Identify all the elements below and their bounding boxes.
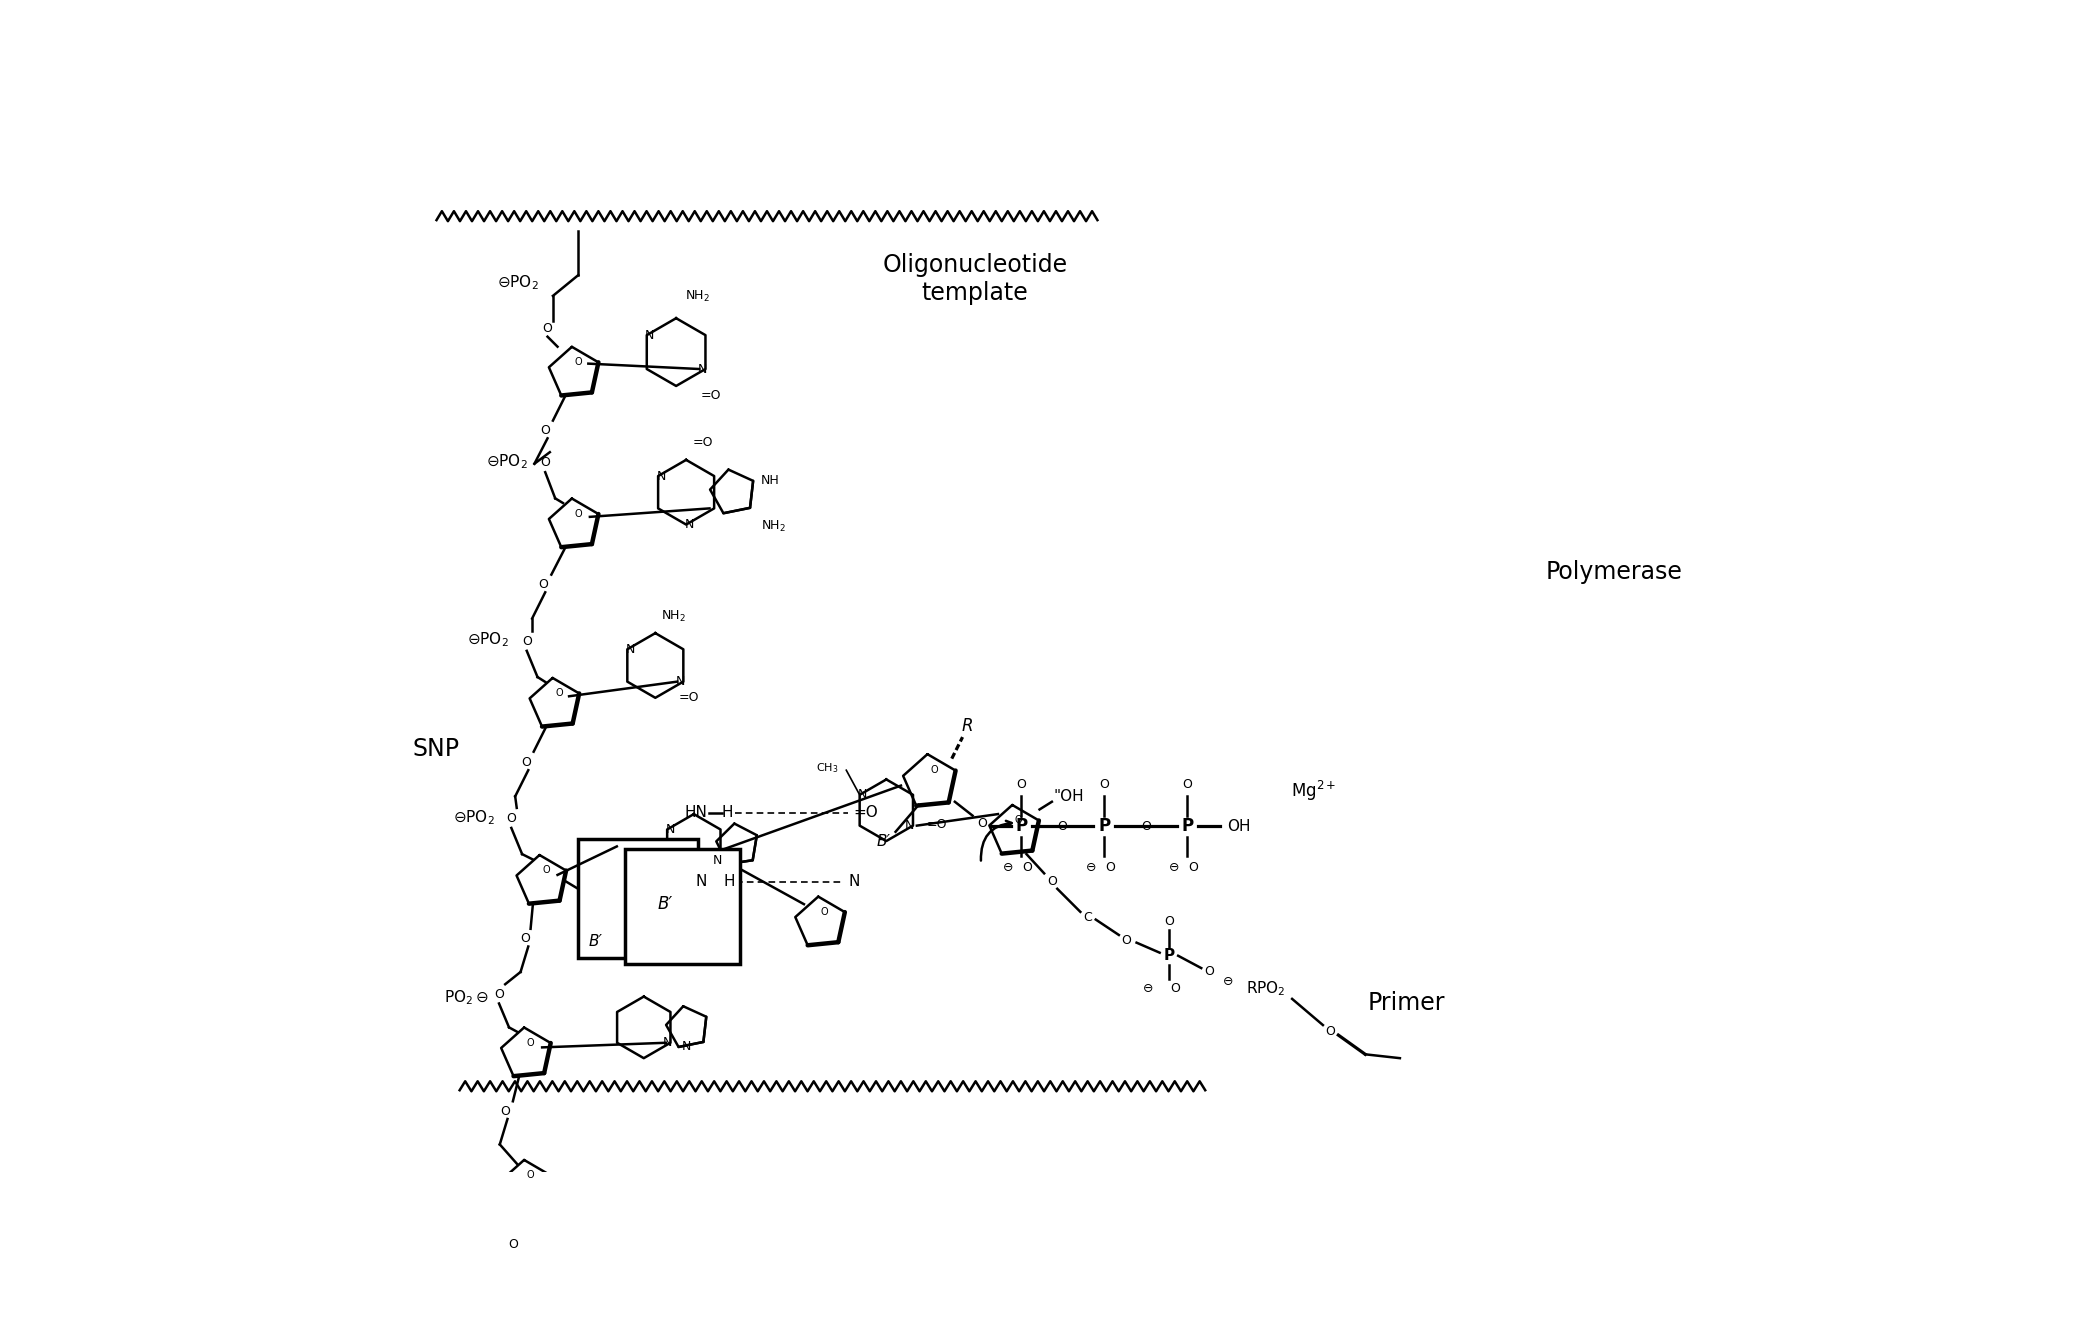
Text: O: O — [1122, 934, 1131, 947]
Text: O: O — [506, 813, 516, 826]
Text: O: O — [1325, 1025, 1336, 1038]
Text: O: O — [1170, 981, 1181, 994]
Text: NH$_2$: NH$_2$ — [686, 290, 711, 304]
Text: O: O — [1016, 815, 1022, 826]
Text: N: N — [905, 819, 915, 832]
Text: O: O — [1047, 874, 1058, 888]
Text: =O: =O — [692, 436, 713, 449]
Text: O: O — [575, 508, 583, 519]
Text: O: O — [1022, 861, 1032, 874]
Text: N: N — [656, 470, 667, 482]
Text: O: O — [541, 424, 550, 437]
Text: P: P — [1016, 818, 1026, 835]
Text: O: O — [1106, 861, 1116, 874]
Text: P: P — [1181, 818, 1193, 835]
Text: O: O — [520, 932, 531, 946]
Text: N: N — [713, 853, 723, 867]
Text: O: O — [541, 865, 550, 876]
Text: O: O — [539, 578, 548, 591]
Text: N: N — [675, 676, 686, 689]
Text: O: O — [1189, 861, 1198, 874]
Text: $\ominus$: $\ominus$ — [1141, 981, 1154, 994]
Text: NH: NH — [761, 474, 780, 487]
Text: O: O — [520, 756, 531, 769]
Text: P: P — [1097, 818, 1110, 835]
Text: B′: B′ — [658, 896, 673, 913]
Text: O: O — [1183, 778, 1191, 792]
Text: =O: =O — [853, 805, 878, 820]
Text: RPO$_2$: RPO$_2$ — [1246, 980, 1285, 998]
Text: O: O — [1099, 778, 1110, 792]
Text: N: N — [663, 1036, 673, 1050]
Text: N: N — [686, 518, 694, 531]
Text: PO$_2\ominus$: PO$_2\ominus$ — [443, 989, 489, 1008]
Text: NH$_2$: NH$_2$ — [660, 608, 686, 624]
Text: R: R — [961, 718, 974, 735]
Text: N: N — [681, 1040, 690, 1054]
Text: NH$_2$: NH$_2$ — [761, 519, 786, 535]
Text: O: O — [493, 988, 504, 1001]
Text: N: N — [665, 823, 675, 836]
Text: N: N — [859, 789, 867, 801]
Text: H: H — [723, 874, 736, 889]
Text: O: O — [1204, 964, 1214, 977]
Text: Mg$^{2+}$: Mg$^{2+}$ — [1292, 778, 1336, 803]
Text: O: O — [522, 635, 531, 648]
Text: B′: B′ — [878, 834, 890, 849]
Text: O: O — [527, 1171, 535, 1180]
Text: O: O — [978, 817, 986, 830]
Text: =O: =O — [700, 389, 721, 402]
Text: CH$_3$: CH$_3$ — [815, 761, 838, 774]
Text: P: P — [1164, 948, 1175, 963]
Text: OH: OH — [1227, 819, 1252, 834]
Text: $\ominus$PO$_2$: $\ominus$PO$_2$ — [454, 807, 495, 827]
Text: O: O — [587, 890, 598, 903]
Text: H: H — [721, 805, 734, 820]
Text: $\ominus$PO$_2$: $\ominus$PO$_2$ — [485, 452, 529, 470]
Text: O: O — [1058, 820, 1068, 832]
Text: $\ominus$PO$_2$: $\ominus$PO$_2$ — [497, 274, 539, 292]
Text: O: O — [930, 765, 938, 776]
Text: Oligonucleotide
template: Oligonucleotide template — [882, 253, 1068, 304]
Text: O: O — [541, 457, 550, 469]
Text: =O: =O — [926, 818, 947, 831]
Text: $\ominus$: $\ominus$ — [1168, 861, 1179, 874]
Text: B′: B′ — [589, 934, 604, 948]
Text: $\ominus$: $\ominus$ — [1223, 975, 1233, 988]
Text: O: O — [1016, 778, 1026, 792]
Text: =O: =O — [679, 691, 698, 705]
Text: O: O — [543, 323, 552, 336]
Text: N: N — [646, 329, 654, 341]
Text: $\ominus$PO$_2$: $\ominus$PO$_2$ — [466, 631, 508, 649]
Text: $\ominus$: $\ominus$ — [1085, 861, 1095, 874]
Text: $\ominus$: $\ominus$ — [1001, 861, 1014, 874]
Text: O: O — [1141, 820, 1152, 832]
Text: O: O — [508, 1238, 518, 1251]
Bar — [625, 848, 740, 964]
Text: N: N — [696, 874, 706, 889]
Text: O: O — [575, 357, 583, 367]
Text: N: N — [698, 362, 706, 375]
Text: O: O — [821, 907, 828, 917]
Text: Primer: Primer — [1367, 990, 1444, 1014]
Text: Polymerase: Polymerase — [1545, 560, 1682, 583]
Text: O: O — [556, 689, 562, 698]
Text: O: O — [1164, 915, 1175, 928]
Text: C: C — [1085, 911, 1093, 923]
Bar — [579, 839, 698, 957]
Text: N: N — [849, 874, 859, 889]
Text: O: O — [500, 1105, 510, 1118]
Text: SNP: SNP — [412, 736, 460, 761]
Text: N: N — [625, 643, 635, 656]
Text: O: O — [527, 1038, 535, 1048]
Text: "OH: "OH — [1053, 789, 1085, 803]
Text: HN: HN — [683, 805, 706, 820]
